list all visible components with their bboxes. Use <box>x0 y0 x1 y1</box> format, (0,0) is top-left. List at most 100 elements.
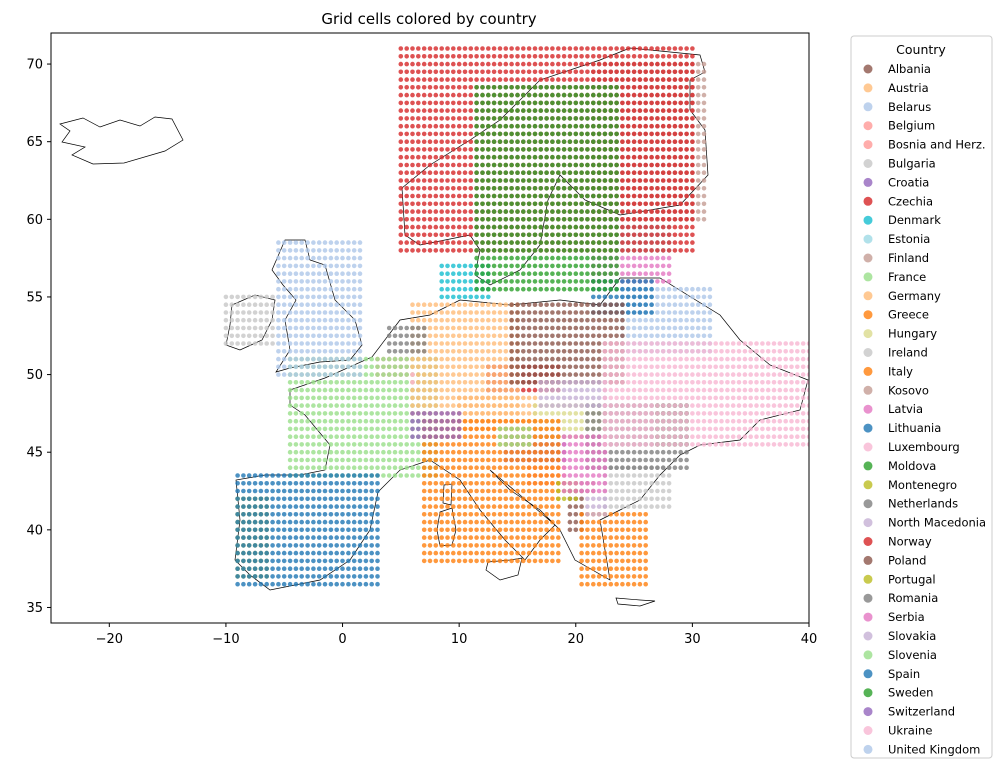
grid-cell-point <box>276 488 281 494</box>
grid-cell-point <box>421 317 427 323</box>
grid-cell-point <box>515 317 520 323</box>
grid-cell-point <box>608 325 614 331</box>
grid-cell-point <box>369 512 375 517</box>
grid-cell-point <box>311 457 316 463</box>
grid-cell-point <box>427 325 433 331</box>
grid-cell-point <box>550 356 555 362</box>
grid-cell-point <box>666 504 672 509</box>
grid-cell-point <box>439 209 445 214</box>
grid-cell-point <box>620 92 625 98</box>
grid-cell-point <box>567 61 573 67</box>
grid-cell-point <box>538 496 544 502</box>
grid-cell-point <box>328 558 334 564</box>
grid-cell-point <box>596 457 602 463</box>
grid-cell-point <box>591 581 596 587</box>
grid-cell-point <box>591 442 596 447</box>
grid-cell-point <box>375 442 380 447</box>
grid-cell-point <box>567 356 573 362</box>
grid-cell-point <box>398 46 404 51</box>
grid-cell-point <box>439 193 445 199</box>
grid-cell-point <box>620 488 625 494</box>
grid-cell-point <box>631 248 637 253</box>
grid-cell-point <box>660 147 666 152</box>
grid-cell-point <box>474 232 479 238</box>
grid-cell-point <box>707 294 713 300</box>
grid-cell-point <box>666 100 672 106</box>
grid-cell-point <box>433 333 439 339</box>
grid-cell-point <box>416 100 421 106</box>
grid-cell-point <box>439 162 445 168</box>
grid-cell-point <box>334 449 340 455</box>
grid-cell-point <box>241 302 246 308</box>
grid-cell-point <box>322 411 328 416</box>
grid-cell-point <box>404 240 410 245</box>
grid-cell-point <box>375 473 380 478</box>
grid-cell-point <box>585 317 590 323</box>
grid-cell-point <box>346 574 351 579</box>
grid-cell-point <box>503 519 509 525</box>
grid-cell-point <box>614 54 619 59</box>
grid-cell-point <box>643 255 648 261</box>
grid-cell-point <box>643 473 648 478</box>
grid-cell-point <box>311 418 316 424</box>
grid-cell-point <box>264 574 270 579</box>
grid-cell-point <box>561 395 567 401</box>
grid-cell-point <box>270 496 275 502</box>
grid-cell-point <box>602 325 608 331</box>
grid-cell-point <box>468 302 474 308</box>
grid-cell-point <box>690 209 695 214</box>
grid-cell-point <box>439 364 445 370</box>
grid-cell-point <box>293 442 299 447</box>
grid-cell-point <box>427 61 433 67</box>
grid-cell-point <box>625 449 631 455</box>
grid-cell-point <box>404 372 410 377</box>
grid-cell-point <box>346 512 351 517</box>
grid-cell-point <box>351 543 357 548</box>
grid-cell-point <box>456 154 462 160</box>
grid-cell-point <box>602 519 608 525</box>
grid-cell-point <box>591 504 596 509</box>
grid-cell-point <box>328 481 334 486</box>
grid-cell-point <box>591 61 596 67</box>
grid-cell-point <box>486 349 491 354</box>
grid-cell-point <box>311 558 316 564</box>
grid-cell-point <box>433 317 439 323</box>
grid-cell-point <box>625 248 631 253</box>
grid-cell-point <box>404 178 410 183</box>
grid-cell-point <box>433 387 439 393</box>
grid-cell-point <box>561 372 567 377</box>
grid-cell-point <box>299 457 305 463</box>
grid-cell-point <box>462 333 468 339</box>
grid-cell-point <box>276 504 281 509</box>
grid-cell-point <box>404 426 410 432</box>
grid-cell-point <box>509 364 514 370</box>
grid-cell-point <box>660 131 666 137</box>
grid-cell-point <box>538 481 544 486</box>
grid-cell-point <box>666 279 672 284</box>
grid-cell-point <box>456 325 462 331</box>
grid-cell-point <box>404 442 410 447</box>
grid-cell-point <box>497 496 503 502</box>
grid-cell-point <box>311 512 316 517</box>
grid-cell-point <box>346 434 351 440</box>
grid-cell-point <box>281 550 287 556</box>
grid-cell-point <box>655 473 660 478</box>
grid-cell-point <box>363 457 369 463</box>
grid-cell-point <box>649 496 654 502</box>
grid-cell-point <box>311 449 316 455</box>
grid-cell-point <box>532 426 538 432</box>
grid-cell-point <box>625 286 631 292</box>
grid-cell-point <box>276 519 281 525</box>
grid-cell-point <box>666 217 672 222</box>
grid-cell-point <box>491 325 497 331</box>
grid-cell-point <box>369 527 375 533</box>
grid-cell-point <box>567 449 573 455</box>
grid-cell-point <box>620 527 625 533</box>
grid-cell-point <box>526 69 532 75</box>
grid-cell-point <box>287 380 293 385</box>
grid-cell-point <box>451 333 456 339</box>
grid-cell-point <box>585 512 590 517</box>
grid-cell-point <box>357 395 363 401</box>
grid-cell-point <box>451 271 456 277</box>
grid-cell-point <box>305 465 310 471</box>
